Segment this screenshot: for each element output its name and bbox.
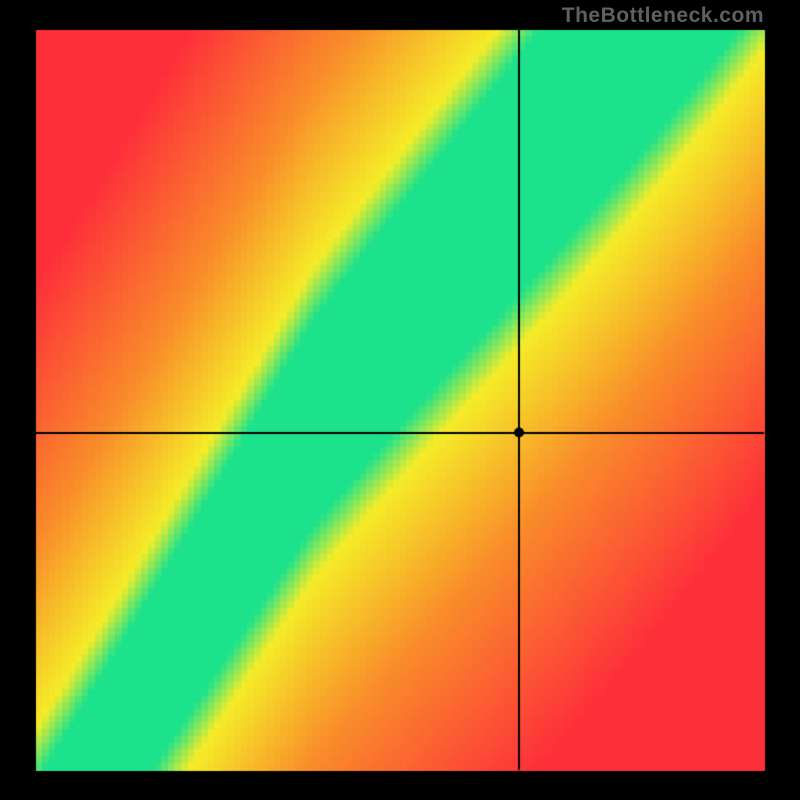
bottleneck-heatmap-canvas: [0, 0, 800, 800]
watermark-text: TheBottleneck.com: [562, 4, 764, 28]
chart-container: TheBottleneck.com: [0, 0, 800, 800]
